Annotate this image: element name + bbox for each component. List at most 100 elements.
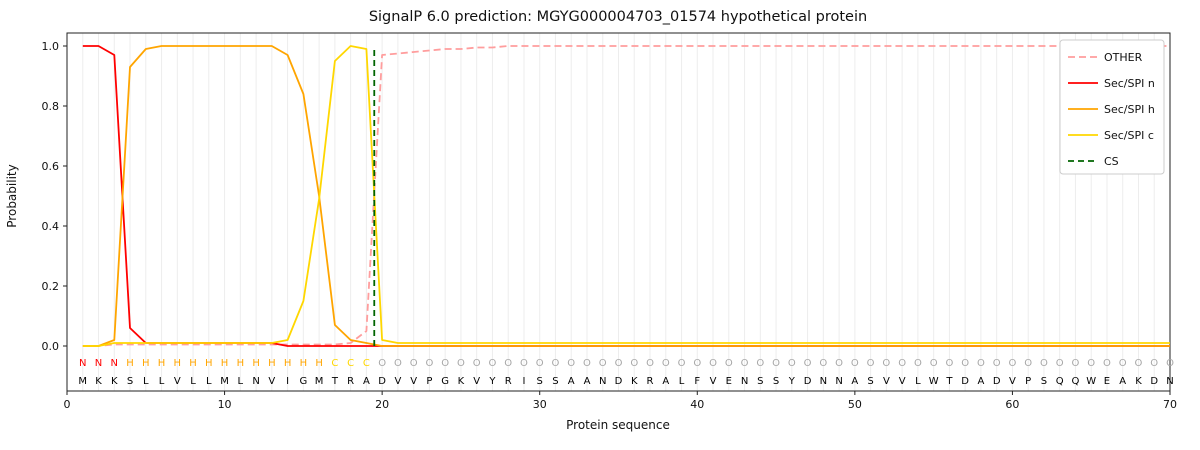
residue-letter: Q — [1056, 376, 1064, 387]
residue-letter: Y — [488, 376, 496, 387]
residue-letter: Q — [1072, 376, 1080, 387]
y-tick-label: 0.8 — [42, 100, 60, 113]
y-tick-label: 0.2 — [42, 280, 60, 293]
region-label: O — [630, 358, 638, 369]
residue-letter: V — [268, 376, 275, 387]
residue-letter: D — [1150, 376, 1158, 387]
residue-letter: G — [299, 376, 307, 387]
residue-letter: T — [945, 376, 953, 387]
region-label: C — [363, 358, 370, 369]
residue-letter: L — [206, 376, 212, 387]
x-axis-ticks: 0 10 20 30 40 50 60 70 — [64, 391, 1177, 411]
region-label: H — [300, 358, 308, 369]
region-label: O — [394, 358, 402, 369]
region-label: O — [504, 358, 512, 369]
legend-label: Sec/SPI c — [1104, 129, 1154, 142]
region-label: H — [142, 358, 150, 369]
x-tick-label: 10 — [218, 398, 232, 411]
residue-letter: M — [220, 376, 229, 387]
residue-letter: S — [867, 376, 873, 387]
legend: OTHER Sec/SPI n Sec/SPI h Sec/SPI c CS — [1059, 39, 1165, 175]
residue-letter: A — [584, 376, 591, 387]
residue-letter: N — [820, 376, 827, 387]
region-label: O — [615, 358, 623, 369]
residue-letter: S — [1041, 376, 1047, 387]
region-label: O — [662, 358, 670, 369]
region-label: O — [1056, 358, 1064, 369]
residue-letter: W — [1086, 376, 1096, 387]
residue-letter: V — [899, 376, 906, 387]
residue-letter: D — [961, 376, 969, 387]
region-label: H — [189, 358, 197, 369]
residue-letter: V — [1009, 376, 1016, 387]
residue-letter: D — [993, 376, 1001, 387]
residue-letter: L — [915, 376, 921, 387]
region-label: O — [882, 358, 890, 369]
region-label: O — [1040, 358, 1048, 369]
region-label: O — [489, 358, 497, 369]
region-label: O — [441, 358, 449, 369]
x-tick-label: 60 — [1005, 398, 1019, 411]
residue-letter: V — [710, 376, 717, 387]
region-label: O — [804, 358, 812, 369]
residue-letter: I — [286, 376, 289, 387]
residue-letter: A — [851, 376, 858, 387]
residue-letter: E — [726, 376, 732, 387]
residue-letter: E — [1104, 376, 1110, 387]
region-label: H — [268, 358, 276, 369]
residue-letter: S — [757, 376, 763, 387]
region-label: O — [914, 358, 922, 369]
residue-letter: R — [647, 376, 654, 387]
y-tick-label: 0.4 — [42, 220, 60, 233]
residue-letter: L — [238, 376, 244, 387]
residue-letter: L — [159, 376, 165, 387]
region-label: H — [221, 358, 229, 369]
region-label: C — [331, 358, 338, 369]
region-label: N — [111, 358, 118, 369]
region-label: O — [977, 358, 985, 369]
legend-label: Sec/SPI n — [1104, 77, 1155, 90]
residue-letter: R — [347, 376, 354, 387]
x-tick-label: 40 — [690, 398, 704, 411]
region-label: O — [473, 358, 481, 369]
residue-letter: D — [615, 376, 623, 387]
residue-letter: I — [522, 376, 525, 387]
region-label: O — [583, 358, 591, 369]
x-tick-label: 50 — [848, 398, 862, 411]
region-label: O — [378, 358, 386, 369]
series-sec-spi-n — [82, 45, 1170, 347]
residue-letter: N — [835, 376, 842, 387]
region-label: O — [867, 358, 875, 369]
residue-letter: P — [1025, 376, 1031, 387]
legend-label: Sec/SPI h — [1104, 103, 1155, 116]
region-label: O — [678, 358, 686, 369]
region-label: O — [741, 358, 749, 369]
region-label: O — [567, 358, 575, 369]
chart-title: SignalP 6.0 prediction: MGYG000004703_01… — [369, 9, 867, 25]
residue-letter: K — [631, 376, 638, 387]
legend-label: CS — [1104, 155, 1119, 168]
residue-letter: P — [426, 376, 432, 387]
residue-letter: L — [190, 376, 196, 387]
residue-letter: N — [1166, 376, 1173, 387]
residue-letter: W — [929, 376, 939, 387]
y-tick-label: 0.0 — [42, 340, 60, 353]
residue-letter: D — [378, 376, 386, 387]
region-label: N — [79, 358, 86, 369]
region-label: O — [1072, 358, 1080, 369]
region-label: O — [457, 358, 465, 369]
residue-letter: K — [1135, 376, 1142, 387]
residue-letter: N — [741, 376, 748, 387]
region-label: H — [205, 358, 213, 369]
residue-letter: N — [599, 376, 606, 387]
region-label: O — [835, 358, 843, 369]
region-label: O — [693, 358, 701, 369]
series-other — [82, 45, 1170, 347]
residue-letter: A — [977, 376, 984, 387]
residue-letter: D — [804, 376, 812, 387]
residue-letter: F — [694, 376, 700, 387]
residue-letter: V — [473, 376, 480, 387]
